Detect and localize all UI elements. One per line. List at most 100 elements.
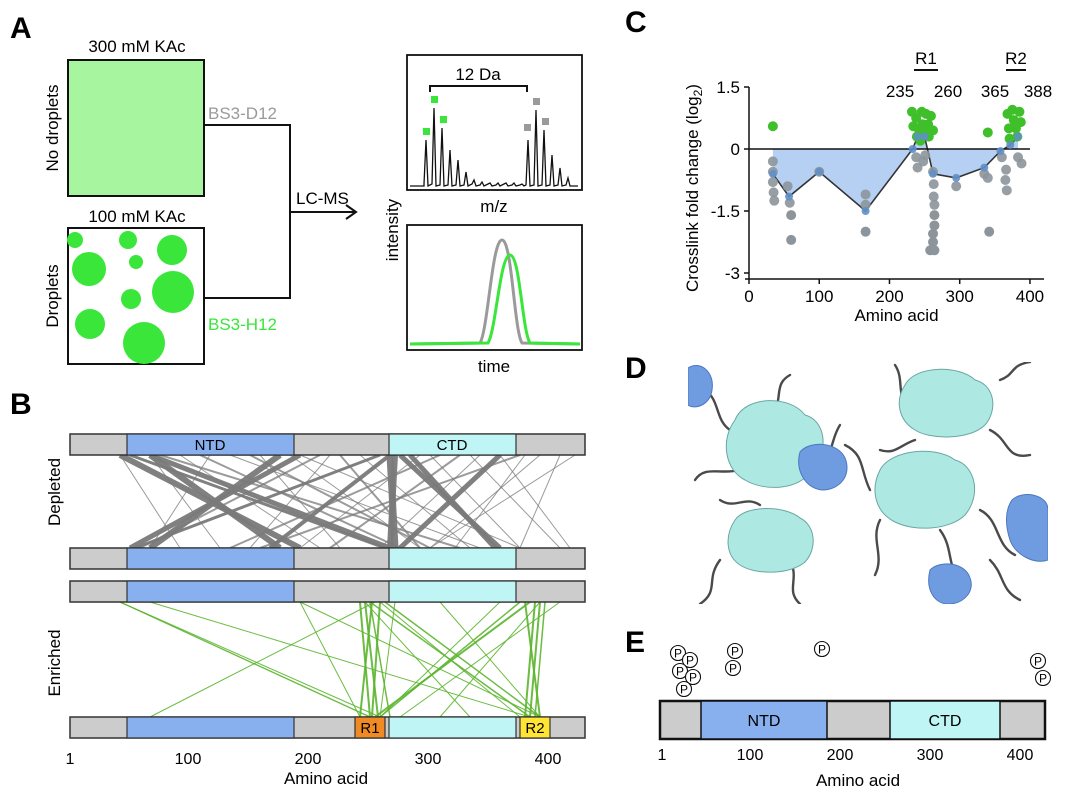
depleted-link-12 (129, 453, 386, 550)
phospho-label-7: P (818, 643, 826, 657)
depleted-link-38 (119, 454, 181, 549)
depleted-point-5 (782, 181, 793, 192)
depleted-link-33 (454, 454, 526, 549)
median-point-12 (1014, 132, 1023, 141)
phospho-label-1: P (686, 654, 694, 668)
r2-label: R2 (525, 720, 544, 737)
elution-trace-light (409, 253, 581, 346)
bottom-condition-label: 100 mM KAc (88, 207, 186, 226)
phospho-label-5: P (731, 645, 739, 659)
panel-b-x-ticks: 1 100 200 300 400 (66, 751, 562, 768)
depleted-link-23 (469, 454, 561, 549)
phospho-site-5 (726, 642, 744, 660)
phospho-site-3 (684, 668, 702, 686)
enriched-link-1 (119, 601, 381, 718)
median-point-7 (929, 169, 938, 178)
depleted-point-4 (769, 195, 780, 206)
phospho-label-6: P (729, 662, 737, 676)
depleted-point-32 (1000, 175, 1011, 185)
intensity-label: intensity (383, 198, 402, 261)
phospho-label-2: P (676, 665, 684, 679)
r2-region (519, 716, 551, 739)
panel-a: A 300 mM KAc No droplets 100 mM KAc Drop… (10, 12, 583, 376)
top-side-label: No droplets (43, 85, 62, 172)
phospho-site-6 (724, 659, 742, 677)
x-tick-label-2: 200 (875, 287, 903, 306)
depleted-link-25 (299, 454, 521, 549)
elution-trace-heavy (409, 238, 581, 346)
depleted-point-30 (984, 226, 995, 237)
depleted-point-21 (929, 210, 940, 221)
enriched-link-5 (359, 601, 373, 718)
r2-start: 365 (981, 82, 1009, 101)
enriched-link-20 (299, 601, 361, 718)
panel-e-x-label: Amino acid (816, 771, 900, 790)
enriched-link-22 (399, 601, 561, 718)
depleted-link-17 (339, 454, 421, 549)
c-x-axis-label: Amino acid (854, 306, 938, 325)
x-tick-label-1: 100 (805, 287, 833, 306)
depleted-point-26 (929, 245, 940, 256)
phospho-site-2 (671, 662, 689, 680)
b-tick-200: 200 (295, 751, 322, 768)
depleted-point-18 (928, 179, 939, 190)
phospho-label-9: P (1039, 672, 1047, 686)
median-point-6 (920, 132, 929, 141)
x-tick-label-0: 0 (744, 287, 753, 306)
ctd-structures (725, 368, 994, 573)
depleted-point-8 (786, 234, 797, 245)
enriched-point-14 (928, 125, 939, 136)
c-r1-label: R1 (915, 49, 937, 68)
mass-spectrum-frame (406, 54, 583, 191)
depleted-point-33 (1001, 164, 1012, 175)
enriched-link-17 (379, 601, 501, 718)
depleted-link-21 (519, 454, 561, 549)
depleted-crosslinks (118, 452, 576, 551)
elution-frame (406, 224, 583, 351)
depleted-link-29 (149, 454, 211, 549)
median-point-3 (861, 207, 870, 215)
merge-lines (205, 124, 291, 299)
depleted-point-16 (920, 150, 931, 161)
depleted-point-24 (928, 237, 939, 247)
enriched-link-23 (299, 601, 541, 718)
median-fill-area (772, 136, 1019, 211)
depleted-point-2 (767, 177, 778, 188)
enriched-point-23 (1014, 106, 1025, 117)
r1-start: 235 (886, 82, 914, 101)
mass-spectrum-trace (410, 107, 578, 188)
depleted-point-11 (860, 199, 871, 210)
protein-bar-e: NTD CTD (658, 699, 1047, 741)
depleted-point-12 (860, 226, 871, 237)
depleted-link-27 (179, 454, 321, 549)
ntd-structures (688, 365, 1048, 604)
e-tick-200: 200 (827, 747, 854, 764)
depleted-point-3 (768, 187, 779, 198)
depleted-link-32 (499, 454, 571, 549)
phospho-site-9 (1034, 669, 1052, 687)
lcms-arrow-head (345, 204, 358, 220)
mass-shift-bracket (429, 85, 528, 92)
depleted-point-7 (786, 210, 797, 221)
enriched-link-4 (364, 601, 379, 718)
enriched-link-11 (374, 601, 531, 718)
depleted-link-37 (299, 454, 421, 549)
enriched-crosslinks (119, 601, 561, 718)
droplets (67, 231, 194, 364)
depleted-link-14 (249, 454, 431, 549)
crosslinker-h12: BS3-H12 (208, 315, 277, 334)
enriched-link-15 (534, 601, 546, 718)
depleted-link-20 (259, 454, 521, 549)
b-tick-300: 300 (415, 751, 442, 768)
c-r2-label: R2 (1005, 49, 1027, 68)
phospho-site-0 (669, 644, 687, 662)
depleted-link-30 (359, 454, 471, 549)
panel-d-letter: D (625, 352, 647, 385)
protein-bar-2 (69, 547, 586, 570)
enriched-link-21 (364, 601, 471, 718)
ntd-label: NTD (195, 437, 226, 454)
